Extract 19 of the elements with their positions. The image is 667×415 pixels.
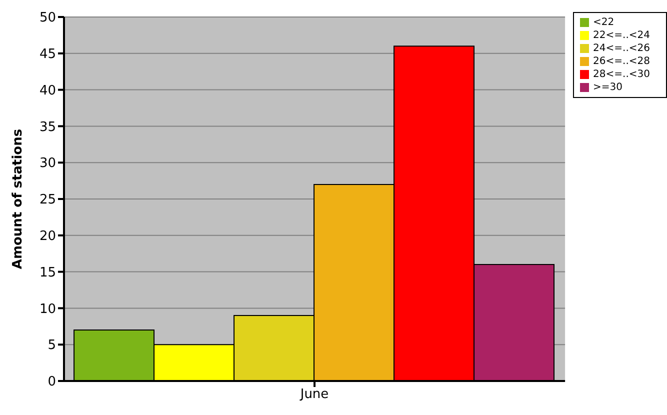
legend-label: 28<=..<30 [593, 69, 650, 80]
legend-label: 24<=..<26 [593, 43, 650, 54]
legend-label: >=30 [593, 82, 623, 93]
x-tick-label: June [299, 387, 329, 402]
y-tick-label: 30 [39, 156, 56, 172]
y-tick-label: 50 [39, 10, 56, 26]
y-tick-label: 15 [39, 265, 56, 280]
y-tick-label: 20 [39, 229, 56, 244]
y-tick-label: 10 [39, 302, 56, 317]
y-tick-label: 45 [39, 47, 56, 62]
y-tick-label: 40 [39, 83, 56, 98]
y-tick-label: 25 [39, 192, 56, 208]
legend-label: 22<=..<24 [593, 30, 650, 41]
y-tick-label: 5 [48, 338, 56, 354]
y-tick-label: 35 [39, 120, 56, 135]
legend-label: <22 [593, 17, 614, 28]
y-tick-label: 0 [48, 374, 56, 390]
y-axis-title: Amount of stations [10, 128, 26, 270]
legend-label: 26<=..<28 [593, 56, 650, 67]
